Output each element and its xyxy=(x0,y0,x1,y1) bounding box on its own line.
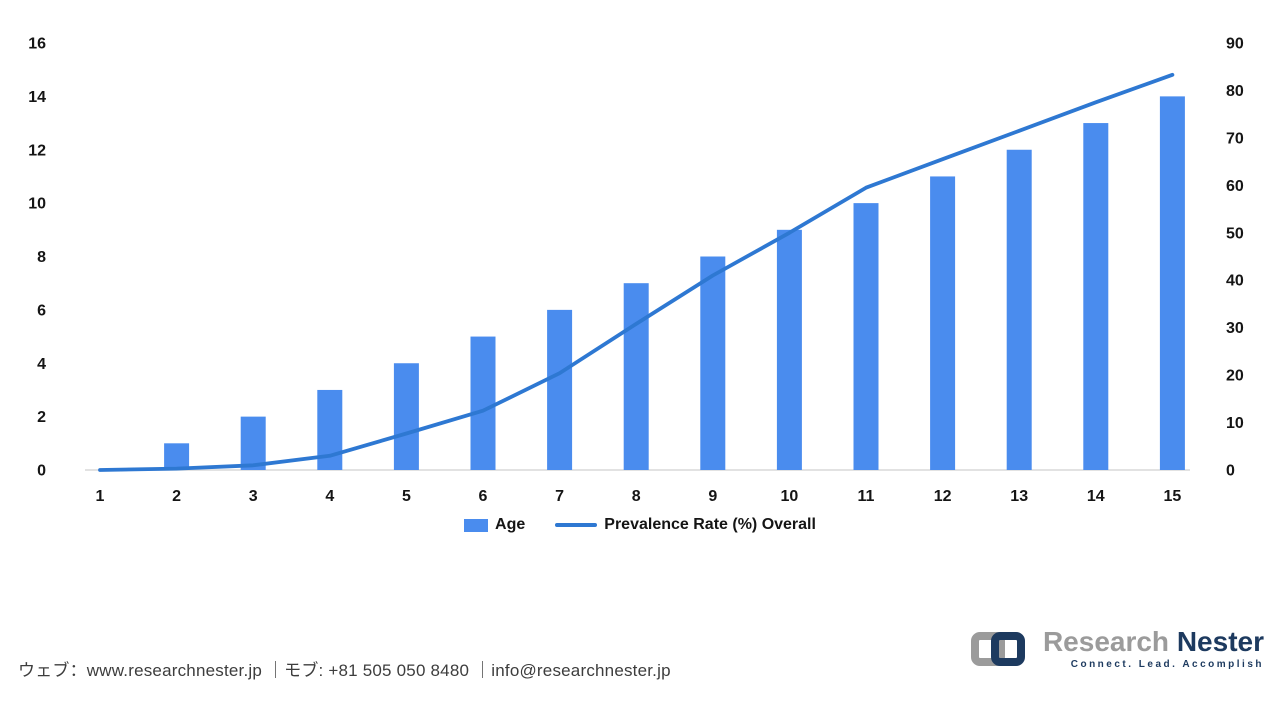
svg-text:12: 12 xyxy=(28,142,46,159)
svg-text:0: 0 xyxy=(1226,463,1235,480)
svg-text:1: 1 xyxy=(96,488,105,505)
svg-text:10: 10 xyxy=(1226,415,1244,432)
svg-text:2: 2 xyxy=(172,488,181,505)
logo-ring-gray xyxy=(970,632,1005,666)
brand-name-nester: Nester xyxy=(1176,626,1264,657)
chain-links-icon xyxy=(970,628,1033,670)
svg-text:6: 6 xyxy=(479,488,488,505)
prevalence-chart: 0 2 4 6 8 10 12 14 16 0 10 20 30 40 50 60 70 80 90 1 2 3 4 5 6 7 8… xyxy=(28,36,1244,506)
svg-text:70: 70 xyxy=(1226,130,1244,147)
svg-text:11: 11 xyxy=(858,488,875,505)
svg-text:14: 14 xyxy=(28,89,46,106)
svg-text:8: 8 xyxy=(632,488,641,505)
legend-item-age: Age xyxy=(464,516,525,534)
svg-text:9: 9 xyxy=(708,488,717,505)
svg-text:0: 0 xyxy=(37,463,46,480)
svg-text:40: 40 xyxy=(1226,273,1244,290)
svg-text:50: 50 xyxy=(1226,225,1244,242)
svg-text:6: 6 xyxy=(37,302,46,319)
legend-item-prevalence: Prevalence Rate (%) Overall xyxy=(555,516,816,534)
legend-line-label: Prevalence Rate (%) Overall xyxy=(604,516,816,533)
svg-text:90: 90 xyxy=(1226,36,1244,53)
svg-text:8: 8 xyxy=(37,249,46,266)
svg-text:80: 80 xyxy=(1226,83,1244,100)
svg-text:5: 5 xyxy=(402,488,411,505)
logo-text: Research Nester Connect. Lead. Accomplis… xyxy=(1043,628,1264,671)
legend-line-swatch xyxy=(555,523,598,527)
svg-text:16: 16 xyxy=(28,36,46,53)
brand-tagline: Connect. Lead. Accomplish xyxy=(1070,659,1264,670)
legend-bar-swatch xyxy=(464,518,489,532)
svg-text:14: 14 xyxy=(1087,488,1105,505)
contact-info: ウェブ：www.researchnester.jp ｜モブ: +81 505 0… xyxy=(18,661,671,680)
chart-legend: Age Prevalence Rate (%) Overall xyxy=(0,516,1280,534)
logo-ring-navy xyxy=(990,632,1025,666)
legend-bar-label: Age xyxy=(495,516,526,533)
svg-text:3: 3 xyxy=(249,488,258,505)
svg-text:20: 20 xyxy=(1226,368,1244,385)
research-nester-logo: Research Nester Connect. Lead. Accomplis… xyxy=(970,628,1264,671)
svg-text:15: 15 xyxy=(1164,488,1182,505)
brand-name: Research Nester xyxy=(1043,628,1264,656)
svg-text:7: 7 xyxy=(555,488,564,505)
svg-text:2: 2 xyxy=(37,409,46,426)
svg-text:30: 30 xyxy=(1226,320,1244,337)
svg-text:4: 4 xyxy=(37,356,46,373)
svg-text:13: 13 xyxy=(1010,488,1028,505)
svg-text:60: 60 xyxy=(1226,178,1244,195)
svg-text:10: 10 xyxy=(781,488,799,505)
svg-text:4: 4 xyxy=(325,488,334,505)
svg-text:12: 12 xyxy=(934,488,952,505)
brand-name-research: Research xyxy=(1042,626,1170,657)
svg-text:10: 10 xyxy=(28,196,46,213)
